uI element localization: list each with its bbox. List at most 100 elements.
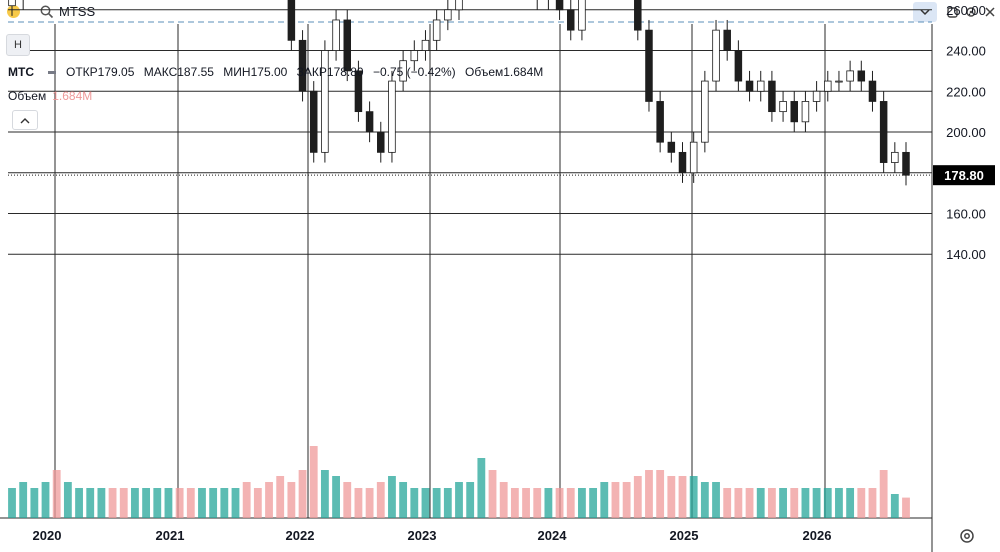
volume-bar [812, 488, 821, 518]
y-tick-label: 160.00 [946, 206, 986, 221]
volume-pane-value: 1.684M [52, 89, 93, 103]
y-tick-label: 140.00 [946, 247, 986, 262]
volume-bar [63, 482, 72, 518]
candle-body [377, 131, 385, 153]
volume-bar [745, 488, 754, 518]
volume-pane-label: Объем [8, 89, 47, 103]
volume-bar [253, 488, 262, 518]
candle-body [745, 80, 754, 92]
volume-bar [522, 488, 530, 518]
volume-bar [276, 476, 285, 518]
candle-body [779, 101, 787, 113]
y-tick-label: 260.00 [946, 3, 986, 18]
volume-bar [734, 488, 743, 518]
volume-label: Объем [465, 65, 504, 79]
volume-bar [455, 482, 463, 518]
volume-bar [86, 488, 95, 518]
candle-body [343, 19, 352, 72]
volume-bar [689, 476, 698, 518]
volume-bar [835, 488, 843, 518]
ticker-input[interactable]: MTSS [59, 4, 96, 19]
volume-bar [198, 488, 206, 518]
candle-body [756, 80, 765, 92]
candle-body [879, 101, 888, 163]
search-icon[interactable] [40, 5, 54, 19]
volume-bar [477, 458, 486, 518]
candle-body [868, 80, 877, 102]
volume-bar [857, 488, 866, 518]
square-icon[interactable] [942, 2, 962, 22]
candle-body [455, 0, 463, 11]
candle-body [555, 0, 564, 11]
volume-bar [209, 488, 218, 518]
volume-bar [801, 488, 810, 518]
legend-marker[interactable] [48, 71, 56, 75]
candle-body [723, 29, 731, 51]
volume-bar [175, 488, 184, 518]
y-tick-label: 220.00 [946, 84, 986, 99]
candle-body [354, 70, 363, 113]
volume-bar [231, 488, 240, 518]
volume-bar [142, 488, 151, 518]
volume-bar [376, 482, 385, 518]
volume-bar [823, 488, 832, 518]
volume-bar [902, 497, 910, 518]
candle-body [857, 70, 866, 82]
candle-body [399, 60, 407, 82]
volume-bar [287, 482, 296, 518]
volume-bar [589, 488, 598, 518]
volume-bar [767, 488, 776, 518]
candle-body [309, 90, 318, 153]
settings-icon[interactable] [961, 2, 981, 22]
volume-bar [488, 470, 497, 518]
candle-body [689, 141, 698, 174]
h-button[interactable]: H [6, 34, 30, 56]
volume-bar [332, 476, 340, 518]
x-tick-label: 2026 [803, 528, 832, 543]
close-label: ЗАКР [296, 65, 327, 79]
volume-value: 1.684M [503, 65, 544, 79]
volume-bar [108, 488, 117, 518]
chevron-down-icon[interactable] [913, 2, 937, 22]
candle-body [790, 101, 799, 123]
volume-bar [700, 482, 709, 518]
volume-bar [354, 488, 363, 518]
volume-bar [723, 488, 732, 518]
volume-bar [790, 488, 799, 518]
volume-bar [52, 470, 61, 518]
candle-body [812, 90, 821, 102]
close-value: 178.80 [326, 65, 364, 79]
candle-body [444, 9, 452, 21]
candle-body [388, 80, 396, 153]
close-icon[interactable] [980, 2, 1000, 22]
top-bar: MTSS [0, 0, 1000, 24]
volume-bar [566, 488, 575, 518]
volume-bar [186, 488, 195, 518]
candle-body [645, 29, 653, 102]
ohlc-legend: МТС ОТКР179.05 МАКС187.55 МИН175.00 ЗАКР1… [8, 65, 549, 79]
low-value: 175.00 [250, 65, 288, 79]
candle-body [902, 151, 910, 176]
collapse-button[interactable] [12, 110, 38, 130]
candle-body [421, 39, 430, 51]
volume-bar [756, 488, 765, 518]
low-label: МИН [223, 65, 251, 79]
volume-bar [410, 488, 419, 518]
volume-bar [320, 470, 329, 518]
circle-icon[interactable] [7, 5, 20, 18]
candle-body [667, 141, 676, 153]
volume-bar [611, 482, 620, 518]
candle-body [734, 50, 743, 82]
y-tick-label: 200.00 [946, 125, 986, 140]
volume-bar [343, 482, 352, 518]
volume-bar [533, 488, 542, 518]
candle-body [298, 39, 307, 92]
open-value: 179.05 [97, 65, 135, 79]
gear-icon[interactable] [957, 526, 977, 546]
high-value: 187.55 [177, 65, 214, 79]
high-label: МАКС [143, 65, 178, 79]
volume-bar [466, 482, 475, 518]
x-tick-label: 2024 [538, 528, 568, 543]
